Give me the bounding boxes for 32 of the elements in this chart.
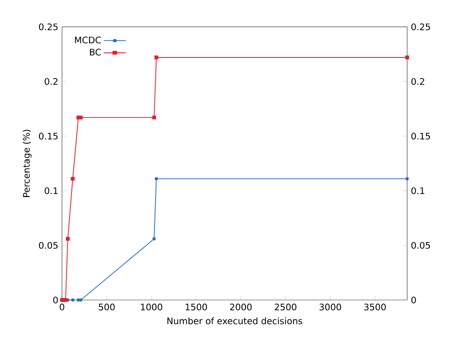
y2-tick-label: 0.05 — [411, 242, 430, 249]
x-tick-label: 3000 — [320, 304, 342, 310]
y2-tick-label: 0 — [411, 296, 416, 304]
y2-tick-label: 0.1 — [411, 187, 424, 194]
y2-tick-label: 0.2 — [411, 78, 424, 85]
x-axis-title: Number of executed decisions — [167, 317, 302, 324]
point — [79, 298, 82, 302]
point — [71, 298, 74, 302]
legend-label: MCDC — [75, 36, 101, 44]
x-tick-label: 2500 — [274, 304, 296, 310]
y-tick-label: 0 — [53, 296, 58, 304]
y-tick-label: 0.25 — [39, 23, 58, 30]
y-tick-label: 0.1 — [44, 187, 58, 194]
y-tick-label: 0.2 — [44, 78, 58, 85]
point — [76, 298, 80, 302]
x-tick-label: 500 — [98, 304, 115, 310]
x-tick-label: 2000 — [230, 304, 252, 310]
legend-label: BC — [90, 48, 101, 56]
point — [152, 116, 156, 120]
y2-tick-label: 0.25 — [411, 23, 430, 30]
x-tick-label: 3500 — [364, 304, 386, 310]
y-tick-label: 0.15 — [39, 132, 58, 140]
point — [78, 116, 83, 120]
y-tick-label: 0.05 — [39, 242, 58, 249]
x-tick-label: 1500 — [186, 304, 207, 310]
x-tick-label: 1000 — [140, 304, 162, 310]
x-tick-label: 0 — [60, 304, 64, 310]
y-axis-title: Percentage (%) — [22, 130, 32, 197]
y2-tick-label: 0.15 — [411, 132, 430, 140]
point — [154, 177, 158, 180]
point — [154, 56, 158, 60]
point — [152, 237, 156, 240]
